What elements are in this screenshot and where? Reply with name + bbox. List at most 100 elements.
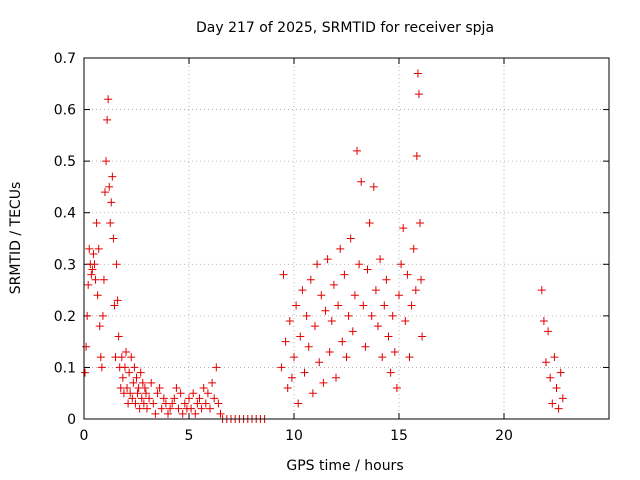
- data-point: [212, 363, 221, 372]
- data-point: [85, 244, 94, 253]
- data-point: [130, 363, 139, 372]
- data-point: [357, 177, 366, 186]
- data-point: [141, 389, 150, 398]
- data-point: [539, 317, 548, 326]
- data-point: [214, 399, 223, 408]
- x-tick-label: 10: [285, 428, 303, 444]
- data-point: [189, 389, 198, 398]
- data-point: [355, 260, 364, 269]
- data-point: [361, 342, 370, 351]
- data-point: [311, 322, 319, 331]
- data-point: [140, 384, 149, 393]
- data-point: [176, 389, 185, 398]
- data-point: [197, 404, 206, 413]
- data-point: [323, 255, 332, 264]
- data-point: [418, 332, 427, 341]
- data-point: [315, 358, 324, 367]
- data-point: [88, 265, 97, 274]
- data-point: [281, 337, 290, 346]
- data-point: [321, 306, 330, 315]
- y-tick-label: 0.1: [54, 360, 76, 376]
- data-point: [388, 311, 397, 320]
- data-point: [199, 384, 208, 393]
- y-tick-label: 0: [67, 412, 76, 428]
- data-point: [82, 342, 91, 351]
- data-point: [277, 363, 286, 372]
- data-point: [296, 332, 305, 341]
- chart-title: Day 217 of 2025, SRMTID for receiver spj…: [196, 20, 494, 36]
- data-point: [139, 399, 148, 408]
- data-point: [550, 353, 559, 362]
- data-point: [371, 286, 380, 295]
- data-point: [92, 219, 101, 228]
- y-tick-labels: 0 0.1 0.2 0.3 0.4 0.5 0.6 0.7: [54, 51, 76, 428]
- data-point: [89, 249, 98, 258]
- data-point: [101, 188, 109, 197]
- data-point: [378, 353, 387, 362]
- data-point: [319, 378, 328, 387]
- data-point: [308, 389, 317, 398]
- data-point: [105, 182, 114, 191]
- plot-area: [84, 58, 609, 419]
- data-point: [124, 399, 133, 408]
- data-point: [104, 95, 113, 104]
- data-point: [110, 301, 119, 310]
- data-point: [216, 409, 225, 418]
- data-point: [127, 353, 136, 362]
- y-tick-label: 0.5: [54, 154, 76, 170]
- data-point: [81, 368, 90, 377]
- data-point: [125, 368, 134, 377]
- data-point: [94, 244, 103, 253]
- data-point: [336, 244, 345, 253]
- data-point: [353, 146, 361, 155]
- data-point: [117, 353, 126, 362]
- data-point: [168, 399, 177, 408]
- data-point: [376, 255, 385, 264]
- data-point: [374, 322, 382, 331]
- data-point: [283, 384, 292, 393]
- data-point: [367, 311, 376, 320]
- data-point: [185, 394, 193, 403]
- data-point: [392, 384, 401, 393]
- data-point: [108, 172, 117, 181]
- data-point: [112, 260, 121, 269]
- data-point: [403, 270, 412, 279]
- data-point: [350, 291, 359, 300]
- data-point: [129, 378, 138, 387]
- data-point: [382, 275, 391, 284]
- data-point: [172, 384, 181, 393]
- data-point: [334, 301, 343, 310]
- data-point: [405, 353, 414, 362]
- data-point: [123, 384, 132, 393]
- x-axis-label: GPS time / hours: [286, 458, 403, 474]
- data-point: [344, 311, 353, 320]
- y-tick-label: 0.6: [54, 103, 76, 119]
- data-point: [187, 404, 196, 413]
- data-point: [412, 151, 421, 160]
- data-point: [135, 404, 144, 413]
- data-point: [136, 368, 145, 377]
- data-point: [170, 394, 179, 403]
- x-tick-label: 0: [80, 428, 89, 444]
- data-point: [544, 327, 553, 336]
- data-point: [151, 409, 160, 418]
- data-point: [164, 409, 172, 418]
- data-point: [180, 399, 189, 408]
- data-point: [346, 234, 355, 243]
- x-tick-label: 20: [495, 428, 513, 444]
- data-point: [132, 373, 141, 382]
- data-point: [537, 286, 546, 295]
- data-point: [332, 373, 340, 382]
- data-point: [548, 399, 557, 408]
- data-point: [99, 275, 108, 284]
- data-point: [153, 389, 162, 398]
- data-point: [292, 301, 301, 310]
- data-point: [203, 389, 212, 398]
- data-point: [395, 291, 403, 300]
- data-point: [155, 384, 164, 393]
- data-point: [363, 265, 372, 274]
- y-tick-label: 0.4: [54, 206, 76, 222]
- data-point: [556, 368, 565, 377]
- data-point: [91, 275, 100, 284]
